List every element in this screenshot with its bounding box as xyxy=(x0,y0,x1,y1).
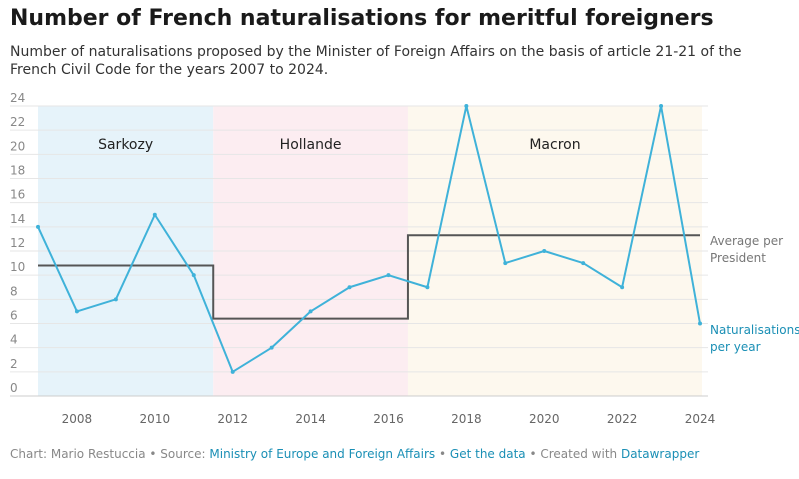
get-data-link[interactable]: Get the data xyxy=(449,447,526,461)
data-point xyxy=(152,212,157,217)
footer-separator: • Source: xyxy=(145,447,210,461)
data-point xyxy=(659,104,664,108)
y-tick-label: 0 xyxy=(10,381,18,395)
x-tick-label: 2024 xyxy=(685,412,716,426)
data-point xyxy=(698,321,702,326)
data-point xyxy=(74,309,79,314)
period-label: Macron xyxy=(529,137,580,153)
footer-separator: • xyxy=(435,447,450,461)
x-tick-label: 2016 xyxy=(373,412,404,426)
x-tick-label: 2022 xyxy=(607,412,638,426)
data-point xyxy=(230,369,235,374)
source-link[interactable]: Ministry of Europe and Foreign Affairs xyxy=(209,447,436,461)
y-tick-label: 20 xyxy=(10,139,25,153)
data-point xyxy=(464,104,469,108)
period-label: Hollande xyxy=(280,137,342,153)
y-tick-label: 24 xyxy=(10,91,25,105)
data-point xyxy=(191,273,196,278)
y-tick-label: 8 xyxy=(10,284,18,298)
x-tick-label: 2020 xyxy=(529,412,560,426)
data-point xyxy=(113,297,118,302)
footer-separator: • Created with xyxy=(525,447,621,461)
y-tick-label: 4 xyxy=(10,333,18,347)
y-tick-label: 12 xyxy=(10,236,25,250)
y-tick-label: 22 xyxy=(10,115,25,129)
datawrapper-link[interactable]: Datawrapper xyxy=(620,447,700,461)
x-tick-label: 2008 xyxy=(62,412,93,426)
chart-title: Number of French naturalisations for mer… xyxy=(10,6,714,31)
data-point xyxy=(386,273,391,278)
credit-text: Chart: Mario Restuccia xyxy=(10,447,146,461)
data-point xyxy=(308,309,313,314)
x-tick-label: 2010 xyxy=(140,412,171,426)
data-point xyxy=(581,261,586,266)
x-tick-label: 2012 xyxy=(217,412,248,426)
average-per-president-line xyxy=(38,234,700,320)
period-label: Sarkozy xyxy=(98,137,153,153)
naturalisations-series-label: Naturalisations per year xyxy=(710,323,799,354)
y-tick-label: 2 xyxy=(10,357,18,371)
average-series-label: Average per President xyxy=(710,234,783,265)
data-point xyxy=(542,249,547,253)
y-tick-label: 6 xyxy=(10,309,18,323)
data-point xyxy=(269,345,274,350)
data-point xyxy=(347,285,352,290)
x-tick-label: 2014 xyxy=(295,412,326,426)
y-tick-label: 18 xyxy=(10,164,25,178)
data-point xyxy=(36,224,40,229)
data-point xyxy=(503,261,508,266)
y-tick-label: 14 xyxy=(10,212,25,226)
y-tick-label: 16 xyxy=(10,188,25,202)
x-tick-label: 2018 xyxy=(451,412,482,426)
y-tick-label: 10 xyxy=(10,260,25,274)
naturalisations-line xyxy=(37,105,701,373)
chart-subtitle: Number of naturalisations proposed by th… xyxy=(10,44,742,78)
chart-footer: Chart: Mario Restuccia • Source: Ministr… xyxy=(10,447,699,461)
data-point xyxy=(620,285,625,290)
data-point xyxy=(425,285,430,290)
